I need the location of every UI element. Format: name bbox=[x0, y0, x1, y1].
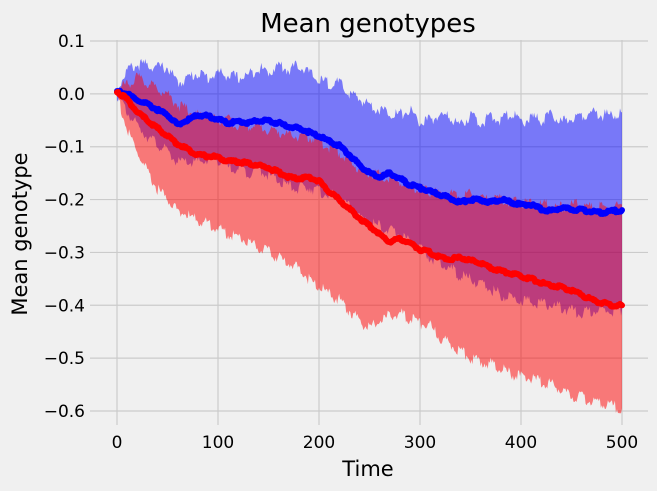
y-tick-label: −0.5 bbox=[44, 349, 85, 369]
x-tick-label: 500 bbox=[606, 433, 638, 453]
x-tick-label: 300 bbox=[404, 433, 436, 453]
x-tick-label: 100 bbox=[202, 433, 234, 453]
y-tick-label: −0.1 bbox=[44, 138, 85, 158]
series-1-mean-line bbox=[114, 89, 625, 310]
y-tick-label: −0.3 bbox=[44, 243, 85, 263]
series-1-band bbox=[117, 72, 622, 414]
series-0-mean-line bbox=[114, 87, 625, 217]
x-axis-label: Time bbox=[341, 457, 393, 481]
chart-title: Mean genotypes bbox=[260, 9, 476, 39]
tick-labels: 0 100 200 300 400 500 0.1 0.0 −0.1 −0.2 −0.3 −0.4 −0… bbox=[44, 32, 639, 453]
y-tick-label: 0.1 bbox=[58, 32, 85, 52]
y-tick-label: −0.6 bbox=[44, 402, 85, 422]
y-tick-label: −0.4 bbox=[44, 296, 85, 316]
x-tick-label: 400 bbox=[505, 433, 537, 453]
y-tick-label: 0.0 bbox=[58, 85, 85, 105]
x-tick-label: 200 bbox=[303, 433, 335, 453]
y-tick-label: −0.2 bbox=[44, 191, 85, 211]
x-tick-label: 0 bbox=[112, 433, 123, 453]
y-axis-label: Mean genotype bbox=[8, 152, 32, 315]
mean-lines bbox=[114, 87, 625, 310]
